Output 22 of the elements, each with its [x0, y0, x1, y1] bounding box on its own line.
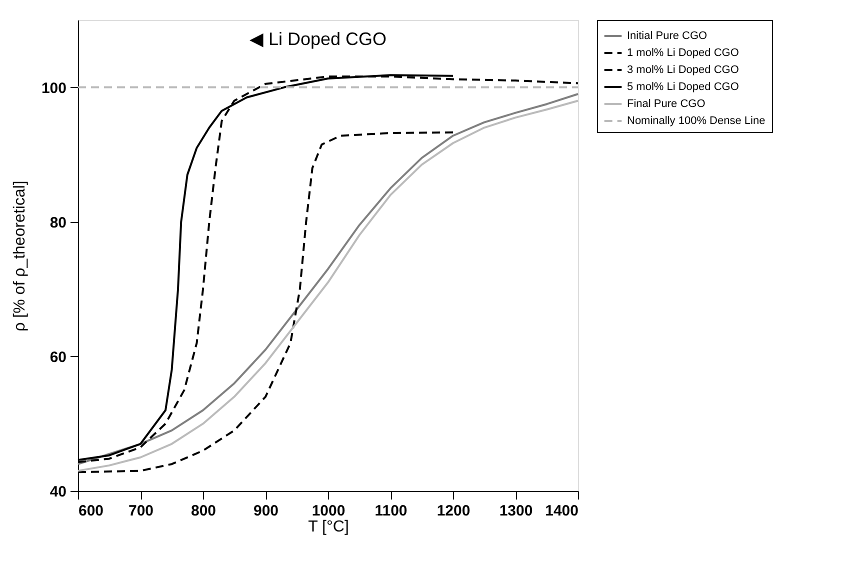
legend-label: 1 mol% Li Doped CGO [627, 47, 740, 59]
x-tick-label: 600 [78, 502, 104, 520]
legend-label: Final Pure CGO [627, 98, 706, 110]
legend-label: Initial Pure CGO [627, 30, 708, 42]
legend-label: Nominally 100% Dense Line [627, 115, 766, 127]
x-tick-label: 1300 [499, 502, 533, 520]
legend-label: 3 mol% Li Doped CGO [627, 64, 740, 76]
y-axis-title: ρ [% of ρ_theoretical] [11, 180, 28, 332]
x-tick-label: 800 [190, 502, 216, 520]
y-tick-label: 60 [50, 348, 66, 366]
x-tick-label: 1100 [374, 502, 408, 520]
x-tick-label: 900 [253, 502, 279, 520]
legend-label: 5 mol% Li Doped CGO [627, 81, 740, 93]
x-tick-label: 1400 [545, 502, 578, 520]
x-tick-label: 700 [128, 502, 154, 520]
annotation: ◀ Li Doped CGO [249, 29, 387, 49]
x-axis-title: T [°C] [308, 518, 349, 536]
x-tick-label: 1200 [436, 502, 470, 520]
x-tick-label: 1000 [312, 502, 346, 520]
y-tick-label: 100 [41, 80, 66, 97]
y-tick-label: 40 [50, 484, 66, 500]
y-tick-label: 80 [50, 214, 66, 232]
